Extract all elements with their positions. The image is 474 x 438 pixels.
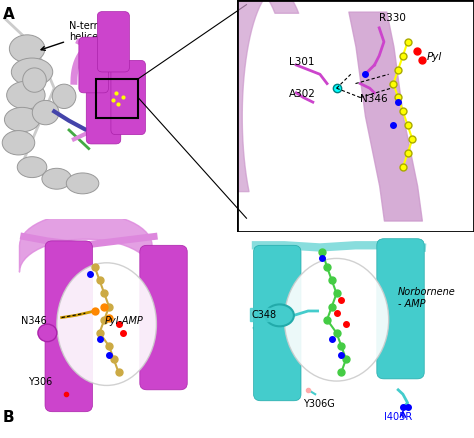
Text: L301: L301 [289, 57, 315, 67]
Text: R330: R330 [379, 13, 406, 23]
FancyBboxPatch shape [140, 245, 187, 390]
Ellipse shape [66, 173, 99, 194]
Ellipse shape [32, 100, 59, 125]
Ellipse shape [2, 131, 35, 155]
Text: I405R: I405R [384, 413, 412, 423]
Ellipse shape [42, 168, 72, 189]
FancyBboxPatch shape [111, 60, 146, 134]
FancyBboxPatch shape [79, 37, 109, 93]
Ellipse shape [284, 258, 389, 381]
Text: A: A [2, 7, 14, 22]
Ellipse shape [57, 263, 156, 385]
Text: Norbornene
- AMP: Norbornene - AMP [398, 287, 456, 309]
FancyBboxPatch shape [254, 245, 301, 401]
FancyBboxPatch shape [97, 11, 129, 72]
Ellipse shape [23, 68, 46, 92]
Text: A302: A302 [289, 89, 316, 99]
Ellipse shape [4, 107, 40, 132]
Text: Pyl: Pyl [427, 53, 442, 62]
Ellipse shape [17, 157, 47, 177]
Text: Pyl-AMP: Pyl-AMP [104, 316, 143, 326]
Ellipse shape [52, 84, 76, 109]
Ellipse shape [11, 58, 53, 86]
Bar [96, 79, 138, 118]
Text: Y306G: Y306G [303, 399, 335, 410]
Ellipse shape [9, 35, 45, 63]
Text: C348: C348 [251, 310, 276, 320]
Ellipse shape [7, 81, 45, 109]
FancyBboxPatch shape [45, 241, 92, 412]
Ellipse shape [265, 304, 294, 326]
Text: B: B [2, 410, 14, 425]
FancyBboxPatch shape [86, 65, 121, 144]
Text: N346: N346 [360, 94, 388, 104]
Ellipse shape [38, 324, 57, 342]
Text: N346: N346 [21, 316, 47, 326]
Text: N-terminal
helices: N-terminal helices [41, 21, 121, 50]
FancyBboxPatch shape [377, 239, 424, 379]
Text: Y306: Y306 [28, 378, 53, 388]
